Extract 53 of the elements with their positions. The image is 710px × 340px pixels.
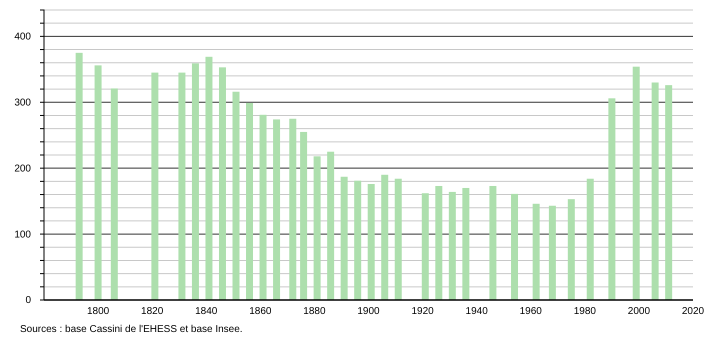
x-tick-label: 1880 <box>303 306 326 317</box>
bar <box>608 98 616 300</box>
x-tick-label: 1920 <box>411 306 434 317</box>
y-tick-label: 100 <box>14 229 32 240</box>
bar <box>205 56 212 300</box>
bar <box>110 88 118 300</box>
bar <box>178 72 186 300</box>
x-tick-label: 1900 <box>357 306 380 317</box>
bar <box>273 119 280 300</box>
bar <box>246 102 254 300</box>
bar <box>532 204 540 300</box>
y-tick-label: 300 <box>14 97 32 108</box>
bar <box>327 152 334 300</box>
bar <box>218 67 226 300</box>
x-tick-label: 1840 <box>195 306 218 317</box>
bar <box>568 199 575 300</box>
y-tick-label: 400 <box>14 32 32 43</box>
bar <box>314 156 321 300</box>
bar <box>340 176 348 300</box>
bar <box>289 118 296 300</box>
bar <box>394 178 402 300</box>
bar <box>448 192 456 300</box>
bar <box>232 92 240 300</box>
bar <box>652 82 659 300</box>
x-tick-label: 1940 <box>466 306 488 317</box>
y-tick-label: 0 <box>25 295 32 306</box>
x-tick-label: 1820 <box>141 306 164 317</box>
bar <box>354 180 362 300</box>
bar <box>548 206 556 300</box>
bar <box>435 186 442 300</box>
bar <box>422 193 429 300</box>
x-tick-label: 1960 <box>520 306 542 317</box>
bar <box>511 194 518 300</box>
bar <box>94 65 102 300</box>
x-tick-label: 1800 <box>86 306 110 317</box>
bar <box>586 178 594 300</box>
bar <box>632 66 640 300</box>
bar <box>462 188 470 300</box>
x-tick-label: 1980 <box>574 306 596 317</box>
source-note: Sources : base Cassini de l'EHESS et base Insee. <box>20 324 243 335</box>
x-tick-label: 2000 <box>628 306 650 317</box>
y-tick-label: 200 <box>14 163 32 174</box>
bar <box>368 184 375 300</box>
bar <box>381 174 388 300</box>
bar <box>489 186 496 300</box>
x-tick-label: 2020 <box>682 306 705 317</box>
bar <box>260 114 267 300</box>
bar <box>76 52 83 300</box>
bar <box>151 72 158 300</box>
bar <box>300 132 308 300</box>
x-tick-label: 1860 <box>249 306 272 317</box>
bar <box>665 85 672 300</box>
bar <box>192 63 199 300</box>
